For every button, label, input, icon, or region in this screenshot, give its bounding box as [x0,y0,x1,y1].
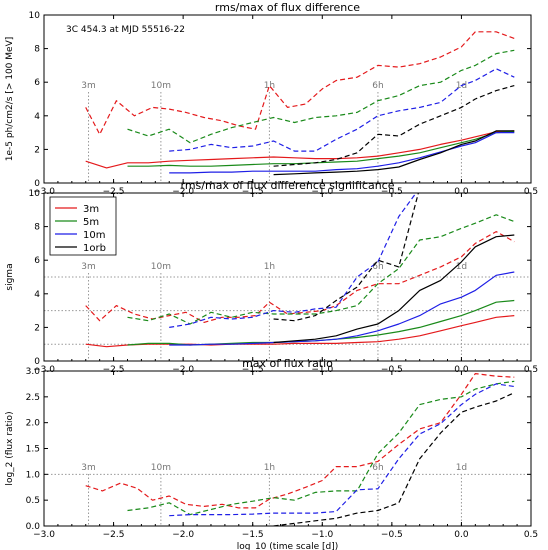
timescale-label: 10m [151,463,171,473]
panel-title: rms/max of flux difference [215,1,360,14]
x-tick-label: −2.0 [172,187,194,197]
plot-frame [43,370,532,527]
timescale-label: 1h [264,262,275,272]
x-axis-label: log_10 (time scale [d]) [237,542,339,550]
legend-label-3m: 3m [83,204,99,215]
legend-label-1orb: 1orb [83,243,106,254]
x-tick-label: 0.5 [524,187,538,197]
timescale-label: 3m [81,81,96,91]
series-line-10m-solid [169,132,515,174]
x-tick-label: −2.0 [172,530,194,540]
plot-frame [43,14,532,184]
timescale-label: 6h [372,262,383,272]
timescale-label: 6h [372,81,383,91]
series-line-10m-dashed [169,193,417,328]
y-tick-label: 4 [34,112,40,122]
panel-title: max of flux ratio [242,357,333,370]
x-tick-label: −2.5 [103,530,125,540]
series-line-1orb-solid [273,234,515,344]
series-group [85,373,515,526]
x-tick-label: 0.0 [454,187,469,197]
x-tick-label: −1.5 [242,530,264,540]
panel-2: 3m 10m 1h 6h 1d −3.0 −2.5 −2.0 −1.5 −1.0 −0.5 0.0 0.… [5,179,538,375]
x-tick-label: 0.0 [454,530,469,540]
panel-3: 3m 10m 1h 6h 1d −3.0 −2.5 −2.0 −1.5 −1.0 −0.5 0.0 0.… [5,357,538,550]
y-tick-label: 0.5 [26,496,40,506]
y-axis-label: 1e-5 ph/cm2/s [> 100 MeV] [5,37,15,162]
legend: 3m 5m 10m 1orb [49,196,117,256]
x-tick-label: −3.0 [33,530,55,540]
timescale-label: 3m [81,463,96,473]
series-line-3m-dashed [85,373,515,509]
timescale-label: 6h [372,463,383,473]
x-tick-label: −1.0 [311,187,333,197]
series-line-3m-solid [85,315,515,348]
panel-title: rms/max of flux difference significance [181,179,395,192]
y-tick-label: 3.0 [26,367,41,377]
x-tick-label: −0.5 [381,365,403,375]
timescale-label: 1d [456,463,467,473]
timescale-label: 3m [81,262,96,272]
series-line-10m-dashed [169,383,515,517]
legend-label-10m: 10m [83,230,105,241]
x-tick-label: −1.0 [311,530,333,540]
x-tick-label: −3.0 [33,365,55,375]
y-axis-label: log_2 (flux ratio) [5,411,15,485]
y-tick-label: 0 [34,179,40,189]
source-annotation: 3C 454.3 at MJD 55516-22 [66,25,185,35]
y-axis-label: sigma [5,263,15,290]
y-tick-label: 2 [34,145,40,155]
series-line-1orb-dashed [273,193,419,322]
x-tick-label: −0.5 [381,530,403,540]
x-tick-label: 0.5 [524,530,538,540]
x-tick-label: −1.0 [311,365,333,375]
legend-box [49,196,117,256]
legend-label-5m: 5m [83,217,99,228]
x-tick-label: −2.0 [172,365,194,375]
series-line-1orb-dashed [273,85,515,167]
x-tick-label: 0.0 [454,365,469,375]
timescale-label: 1h [264,463,275,473]
y-tick-label: 6 [34,256,40,266]
timescale-label: 10m [151,81,171,91]
series-group [85,193,515,348]
series-group [85,31,515,176]
timescale-label: 1d [456,262,467,272]
x-tick-label: −0.5 [381,187,403,197]
series-line-10m-dashed [169,68,515,152]
timescale-label: 10m [151,262,171,272]
panel-1: 3m 10m 1h 6h 1d−3.0 −2.5 −2.0 −1.5 −1.0 −0.5 0.0 0.… [5,1,538,197]
series-line-5m-dashed [127,49,515,144]
y-tick-label: 1.0 [26,470,41,480]
y-tick-label: 6 [34,78,40,88]
x-tick-label: −3.0 [33,187,55,197]
series-line-5m-solid [127,131,515,167]
y-tick-label: 2 [34,323,40,333]
series-line-3m-solid [85,130,515,169]
y-tick-label: 4 [34,290,40,300]
y-tick-label: 8 [34,45,40,55]
y-tick-label: 8 [34,223,40,233]
series-line-1orb-solid [273,130,515,176]
series-line-10m-solid [169,271,515,346]
y-tick-label: 0 [34,357,40,367]
y-tick-label: 10 [29,11,41,21]
y-tick-label: 10 [29,189,41,199]
y-tick-label: 2.0 [26,419,41,429]
x-tick-label: 0.5 [524,365,538,375]
x-tick-label: −1.5 [242,187,264,197]
y-tick-label: 0.0 [26,522,41,532]
x-tick-label: −2.5 [103,365,125,375]
series-line-1orb-dashed [273,392,515,526]
series-line-3m-dashed [85,31,515,135]
series-line-5m-dashed [127,214,515,325]
y-tick-label: 2.5 [26,393,40,403]
x-tick-label: −1.5 [242,365,264,375]
timescale-label: 1h [264,81,275,91]
plot-frame [43,192,532,362]
y-tick-label: 1.5 [26,445,40,455]
x-tick-label: −2.5 [103,187,125,197]
